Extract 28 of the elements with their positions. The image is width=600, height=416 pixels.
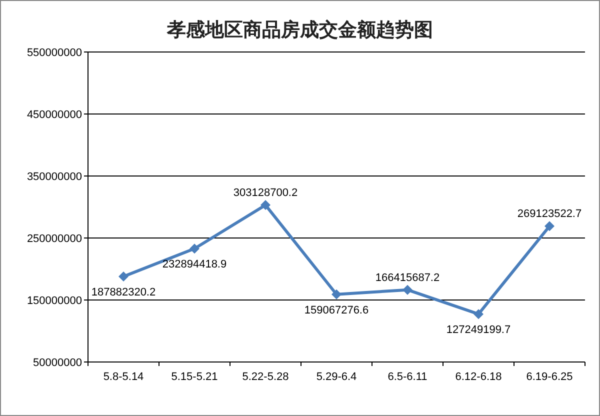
y-tick-label: 450000000 (26, 109, 82, 121)
data-label: 269123522.7 (517, 208, 582, 220)
point (260, 200, 270, 210)
data-label: 127249199.7 (446, 324, 511, 336)
y-tick-label: 50000000 (33, 357, 82, 369)
x-tick-label: 5.29-6.4 (316, 371, 357, 383)
data-label: 232894418.9 (162, 258, 227, 271)
data-label: 187882320.2 (91, 286, 156, 299)
point (402, 284, 412, 295)
y-tick-label: 250000000 (26, 233, 82, 245)
data-label: 159067276.6 (304, 304, 369, 316)
y-tick-label: 150000000 (26, 295, 82, 307)
x-tick-label: 5.15-5.21 (171, 371, 218, 383)
x-tick-label: 6.19-6.25 (526, 371, 573, 383)
x-tick-label: 6.12-6.18 (455, 371, 502, 383)
y-tick-label: 550000000 (26, 47, 82, 59)
chart-title: 孝感地区商品房成交金额趋势图 (166, 19, 433, 41)
x-tick-label: 5.22-5.28 (242, 371, 289, 383)
y-tick-label: 350000000 (26, 171, 82, 183)
point (474, 309, 484, 320)
point (332, 289, 342, 300)
x-tick-label: 6.5-6.11 (388, 371, 428, 383)
point (544, 221, 554, 232)
x-tick-label: 5.8-5.14 (103, 371, 144, 383)
data-label: 303128700.2 (233, 187, 298, 200)
point (190, 244, 200, 254)
data-label: 166415687.2 (375, 272, 440, 284)
point (118, 272, 128, 282)
